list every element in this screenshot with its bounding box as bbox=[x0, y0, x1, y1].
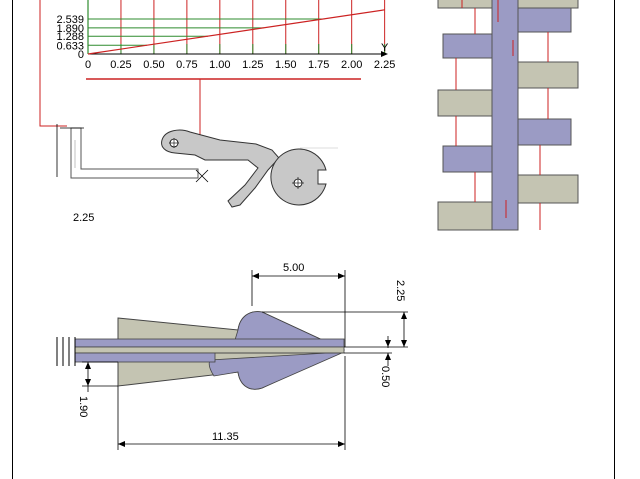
dimension-top-length: 5.00 bbox=[251, 262, 346, 347]
block-red-lines bbox=[455, 0, 549, 230]
chart-x-axis-label: Y bbox=[381, 42, 389, 54]
dim-bottom-length-text: 11.35 bbox=[212, 431, 239, 443]
chart-series bbox=[87, 9, 385, 55]
cam-lever bbox=[161, 129, 280, 208]
block-khaki-2 bbox=[517, 0, 579, 9]
chart-red-verticals bbox=[120, 0, 386, 54]
shaft-lower bbox=[74, 352, 216, 363]
chart-y-tick-label: 0.633 bbox=[56, 40, 84, 52]
block-khaki-3 bbox=[437, 89, 493, 117]
cam-disc bbox=[270, 148, 327, 206]
block-khaki-1 bbox=[437, 0, 493, 9]
block-stack-diagram bbox=[437, 0, 579, 231]
block-khaki-5 bbox=[437, 201, 493, 231]
chart-x-tick-label: 2.25 bbox=[374, 59, 395, 71]
chart-y-tick-label: 0 bbox=[78, 49, 84, 61]
dim-top-length-text: 5.00 bbox=[283, 262, 304, 274]
chart-y-tick-label: 1.890 bbox=[56, 23, 84, 35]
chart-x-tick-label: 1.25 bbox=[242, 59, 263, 71]
cone-wedge-bottom bbox=[208, 351, 345, 390]
mechanism-dimension-label: 2.25 bbox=[73, 212, 94, 224]
dim-right-height-text: 2.25 bbox=[394, 280, 406, 301]
chart-x-tick-label: 1.75 bbox=[308, 59, 329, 71]
chart-x-tick-labels: 0 0.25 0.50 0.75 1.00 1.25 1.50 1.75 2.00 2.25 bbox=[85, 59, 395, 71]
dimension-left-height: 1.90 bbox=[77, 361, 118, 417]
chart-x-tick-label: 0.75 bbox=[176, 59, 197, 71]
central-vertical-bar bbox=[491, 0, 519, 231]
chart-x-tick-label: 0.50 bbox=[143, 59, 164, 71]
block-khaki-6 bbox=[517, 174, 579, 204]
chart-x-tick-label: 1.50 bbox=[275, 59, 296, 71]
chart-x-tick-label: 2.00 bbox=[341, 59, 362, 71]
red-leader-line bbox=[39, 0, 67, 127]
dimension-bottom-length: 11.35 bbox=[117, 356, 346, 450]
chart-y-tick-label: 2.539 bbox=[56, 14, 84, 26]
dim-left-height-text: 1.90 bbox=[77, 396, 89, 417]
chart-green-gridlines bbox=[88, 18, 325, 46]
block-lavender-2 bbox=[517, 7, 572, 33]
block-lavender-3 bbox=[442, 145, 493, 173]
block-khaki-4 bbox=[517, 61, 579, 89]
chart-series-line bbox=[87, 9, 385, 55]
chart-x-tick-label: 1.00 bbox=[209, 59, 230, 71]
chart-x-tick-label: 0 bbox=[85, 59, 91, 71]
block-lavender-1 bbox=[442, 33, 493, 59]
chart-x-tick-label: 0.25 bbox=[110, 59, 131, 71]
cone-section-drawing: 5.00 2.25 0.50 1.90 bbox=[56, 262, 408, 450]
block-lavender-4 bbox=[517, 118, 572, 146]
dimension-right-height: 2.25 bbox=[262, 280, 408, 348]
chart-y-tick-label: 1.288 bbox=[56, 31, 84, 43]
shaft-break-lines bbox=[56, 337, 76, 366]
dim-right-small-text: 0.50 bbox=[379, 366, 391, 387]
chart-x-axis-arrow bbox=[381, 51, 388, 57]
shaft-core bbox=[74, 346, 345, 354]
shaft-upper bbox=[74, 338, 345, 348]
cam-follower-mechanism: 2.25 bbox=[56, 124, 338, 224]
contact-cross-b bbox=[195, 169, 209, 183]
dimension-right-small: 0.50 bbox=[344, 336, 392, 387]
